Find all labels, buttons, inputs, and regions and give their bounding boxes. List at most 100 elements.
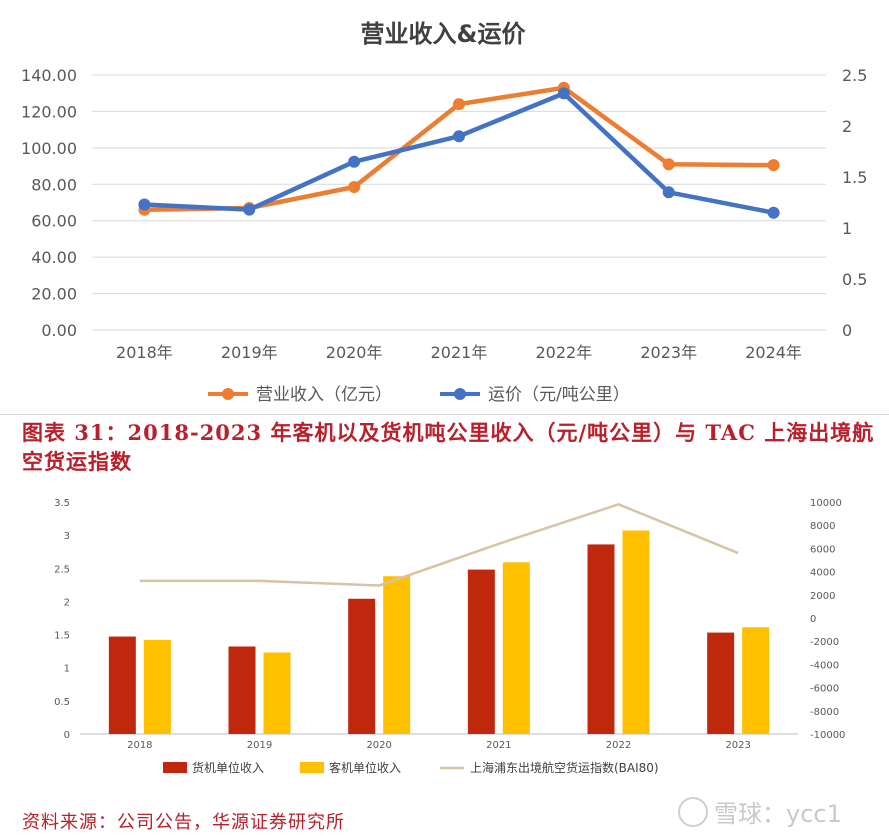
left-tick-label: 80.00 [31, 175, 77, 194]
data-point-revenue [348, 181, 361, 194]
right-tick-label: 2.5 [842, 66, 867, 85]
bar-cargo-unit-revenue [587, 544, 615, 734]
right-tick-label: 0 [842, 321, 852, 340]
x-tick-label: 2018年 [116, 343, 173, 362]
bar-cargo-unit-revenue [348, 598, 376, 734]
right-tick-label: -6000 [810, 684, 839, 695]
legend-item-freight-rate: 运价（元/吨公里） [440, 385, 630, 405]
chart2-left-axis: 0 0.5 1 1.5 2 2.5 3 3.5 [54, 498, 70, 741]
data-point-freight-rate [557, 87, 570, 100]
x-tick-label: 2023 [725, 740, 750, 751]
bar-cargo-unit-revenue [228, 646, 256, 734]
left-tick-label: 1.5 [54, 631, 70, 642]
legend-revenue-label: 营业收入（亿元） [256, 385, 392, 405]
chart1-svg: 营业收入&运价 0.0020.0040.0060.0080.00100.0012… [21, 20, 867, 405]
right-tick-label: -2000 [810, 637, 839, 648]
left-tick-label: 3.5 [54, 498, 70, 509]
bar-passenger-unit-revenue [143, 639, 171, 734]
x-tick-label: 2020 [366, 740, 391, 751]
legend-passenger-swatch [300, 762, 324, 773]
left-tick-label: 100.00 [21, 139, 77, 158]
chart1-gridlines [92, 74, 826, 331]
right-tick-label: -4000 [810, 660, 839, 671]
chart2-bars [108, 530, 770, 734]
data-point-revenue [767, 159, 780, 172]
x-tick-label: 2021年 [431, 343, 488, 362]
bar-passenger-unit-revenue [622, 530, 650, 734]
x-tick-label: 2020年 [326, 343, 383, 362]
watermark-text: 雪球：ycc1 [714, 800, 842, 828]
legend-passenger-label: 客机单位收入 [329, 760, 401, 775]
left-tick-label: 60.00 [31, 212, 77, 231]
chart2-svg: 0 0.5 1 1.5 2 2.5 3 3.5 -10000 -8000 -6000 -4000 -2… [54, 498, 845, 775]
left-tick-label: 1 [64, 664, 70, 675]
right-tick-label: 10000 [810, 498, 842, 509]
chart1-series [138, 81, 780, 219]
bar-passenger-unit-revenue [742, 627, 770, 734]
data-point-freight-rate [453, 130, 465, 143]
chart1-title: 营业收入&运价 [361, 20, 527, 48]
left-tick-label: 0.00 [41, 321, 77, 340]
right-tick-label: 1 [842, 219, 852, 238]
legend-bai80-label: 上海浦东出境航空货运指数(BAI80) [470, 760, 659, 775]
watermark: 雪球：ycc1 [678, 794, 842, 829]
left-tick-label: 140.00 [21, 66, 77, 85]
x-tick-label: 2024年 [745, 343, 802, 362]
chart1-right-axis: 0 0.5 1 1.5 2 2.5 [842, 66, 867, 340]
right-tick-label: 0.5 [842, 270, 867, 289]
snowball-logo-icon [678, 796, 708, 827]
section-divider [0, 414, 889, 415]
bar-cargo-unit-revenue [108, 636, 136, 734]
legend-freight-label: 运价（元/吨公里） [488, 385, 630, 405]
legend-freight-marker [454, 388, 466, 400]
legend-cargo-label: 货机单位收入 [192, 760, 264, 775]
data-point-revenue [453, 98, 465, 111]
chart1-left-axis: 0.00 20.00 40.00 60.00 80.00 100.00 120.00 140.… [21, 66, 77, 340]
chart2-right-axis: -10000 -8000 -6000 -4000 -2000 0 2000 4000 6000 8… [810, 498, 845, 741]
right-tick-label: 8000 [810, 521, 835, 532]
x-tick-label: 2018 [127, 740, 152, 751]
figure-caption: 图表 31：2018-2023 年客机以及货机吨公里收入（元/吨公里）与 TAC… [22, 420, 875, 474]
right-tick-label: 6000 [810, 544, 835, 555]
data-point-freight-rate [767, 206, 780, 219]
legend-revenue-marker [222, 388, 234, 400]
left-tick-label: 0 [64, 730, 70, 741]
right-tick-label: 0 [810, 614, 816, 625]
data-point-freight-rate [243, 203, 256, 216]
x-tick-label: 2022年 [535, 343, 592, 362]
bar-passenger-unit-revenue [383, 576, 411, 734]
x-tick-label: 2022 [606, 740, 631, 751]
chart2-index-line [139, 502, 739, 587]
chart-unit-revenue-vs-bai80: 0 0.5 1 1.5 2 2.5 3 3.5 -10000 -8000 -6000 -4000 -2… [0, 488, 889, 788]
right-tick-label: 2000 [810, 591, 835, 602]
data-point-freight-rate [662, 186, 675, 199]
chart1-x-axis: 2018年 2019年 2020年 2021年 2022年 2023年 2024年 [116, 343, 802, 362]
legend-item-revenue: 营业收入（亿元） [208, 385, 392, 405]
bar-passenger-unit-revenue [502, 562, 530, 734]
left-tick-label: 3 [64, 531, 70, 542]
data-point-freight-rate [348, 155, 361, 168]
source-note: 资料来源：公司公告，华源证券研究所 [22, 812, 345, 833]
legend-item-bai80: 上海浦东出境航空货运指数(BAI80) [440, 760, 659, 775]
chart-revenue-and-freight-rate: 营业收入&运价 0.00 20.00 40.00 60.00 80.00 100.00 12… [0, 0, 889, 416]
left-tick-label: 20.00 [31, 285, 77, 304]
legend-cargo-swatch [163, 762, 187, 773]
series-line-bai80 [139, 502, 739, 587]
left-tick-label: 0.5 [54, 697, 70, 708]
data-point-revenue [662, 158, 675, 171]
x-tick-label: 2019 [247, 740, 272, 751]
bar-passenger-unit-revenue [263, 652, 291, 734]
x-tick-label: 2023年 [640, 343, 697, 362]
bar-cargo-unit-revenue [707, 632, 735, 734]
right-tick-label: -10000 [810, 730, 845, 741]
bar-cargo-unit-revenue [467, 569, 495, 734]
left-tick-label: 2.5 [54, 564, 70, 575]
data-point-freight-rate [138, 198, 151, 211]
right-tick-label: 4000 [810, 568, 835, 579]
legend-item-cargo-unit-revenue: 货机单位收入 [163, 760, 264, 775]
chart2-x-axis: 2018 2019 2020 2021 2022 2023 [80, 733, 798, 751]
left-tick-label: 120.00 [21, 102, 77, 121]
left-tick-label: 40.00 [31, 248, 77, 267]
x-tick-label: 2021 [486, 740, 511, 751]
chart2-legend: 货机单位收入 客机单位收入 上海浦东出境航空货运指数(BAI80) [163, 760, 659, 775]
